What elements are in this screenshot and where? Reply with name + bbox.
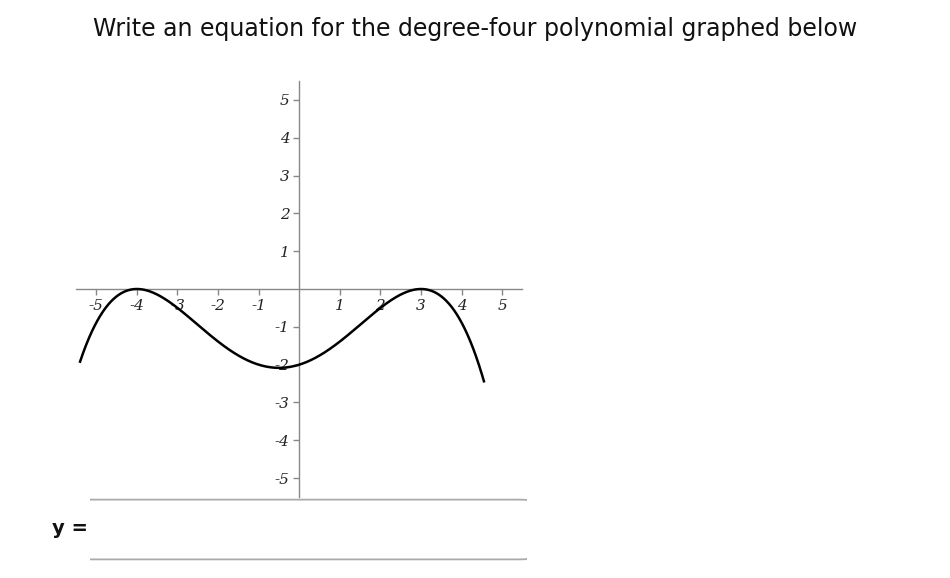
Text: y =: y = — [52, 520, 88, 538]
Text: Write an equation for the degree-four polynomial graphed below: Write an equation for the degree-four po… — [93, 17, 857, 42]
FancyBboxPatch shape — [77, 499, 532, 560]
